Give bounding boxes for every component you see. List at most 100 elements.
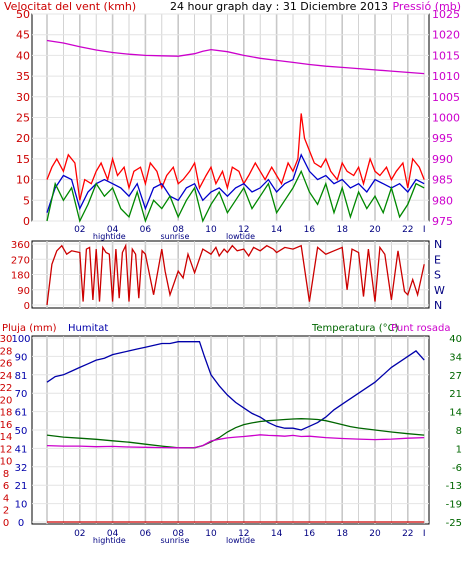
humidity-x-tick: 08 [172,529,184,539]
humidity-x-marker: sunrise [160,536,189,545]
wind-x-tick: 14 [271,225,283,235]
temperature-y-tick: -25 [446,518,462,529]
temperature-y-tick: 8 [456,426,462,437]
humidity-axis-label: Humitat [68,323,108,334]
rain-axis-label: Pluja (mm) [2,323,57,334]
rain-y-tick: 30 [0,334,12,345]
wind-y-tick: 45 [16,29,30,42]
pressure-y-tick: 1010 [432,70,460,83]
humidity-x-markers: hightide sunrise lowtide [93,536,255,545]
humidity-series-temperature [46,418,425,449]
rain-y-tick: 0 [3,518,9,529]
wind-x-tick: 10 [205,225,217,235]
humidity-y-tick: 70 [15,389,28,400]
humidity-grid [32,336,429,524]
humidity-y-tick: 10 [15,500,28,511]
wind-y-tick: 5 [23,194,30,207]
compass-tick: W [434,284,445,297]
humidity-y-tick: 50 [15,426,28,437]
temperature-y-tick: 14 [449,408,462,419]
wind-grid [32,13,429,222]
temperature-y-tick: 1 [456,444,462,455]
pressure-y-tick: 1005 [432,91,460,104]
humidity-x-tick: 02 [74,529,85,539]
direction-y-tick: 0 [24,301,30,312]
rain-y-tick: 2 [3,506,9,517]
humidity-x-tick: 18 [336,529,348,539]
humidity-x-tick: I [423,529,426,539]
temperature-y-tick: -6 [452,463,462,474]
wind-y-tick: 15 [16,153,30,166]
humidity-y-tick: 41 [15,444,28,455]
pressure-y-ticks: 975 980 985 990 995 1000 1005 1010 1015 1020 1025 [432,8,460,228]
wind-y-tick: 25 [16,112,30,125]
rain-y-tick: 28 [0,346,12,357]
humidity-x-tick: 10 [205,529,217,539]
humidity-y-tick: 21 [15,481,28,492]
direction-y-tick: 270 [11,255,30,266]
chart-title: 24 hour graph day : 31 Diciembre 2013 [170,0,388,13]
pressure-y-tick: 1015 [432,49,460,62]
humidity-x-marker: hightide [93,536,126,545]
pressure-y-tick: 980 [432,194,453,207]
compass-tick: N [434,299,442,312]
wind-y-tick: 40 [16,49,30,62]
wind-series [46,39,425,224]
compass-tick: E [434,253,441,266]
pressure-y-tick: 990 [432,153,453,166]
rain-y-tick: 14 [0,432,12,443]
humidity-x-ticks: 02 04 06 08 10 12 14 16 18 20 22 I [74,529,425,539]
wind-x-markers: hightide sunrise lowtide [93,232,255,241]
rain-y-tick: 24 [0,371,12,382]
humidity-x-tick: 04 [107,529,119,539]
wind-y-tick: 30 [16,91,30,104]
wind-y-tick: 20 [16,132,30,145]
direction-y-tick: 360 [11,240,30,251]
rain-y-tick: 12 [0,444,12,455]
wind-x-tick: 06 [140,225,152,235]
dewpoint-axis-label: Punt rosada [391,323,450,334]
humidity-y-tick: 32 [15,463,28,474]
direction-y-ticks: 0 90 180 270 360 [11,240,30,312]
pressure-axis-label: Pressió (mb) [392,0,461,13]
rain-y-tick: 22 [0,383,12,394]
humidity-series-dewpoint [46,434,425,449]
humidity-series [46,341,425,523]
wind-x-ticks: 02 04 06 08 10 12 14 16 18 20 22 I [74,225,425,235]
humidity-x-tick: 22 [402,529,413,539]
rain-y-tick: 18 [0,408,12,419]
temperature-y-tick: 34 [449,352,462,363]
rain-y-tick: 4 [3,493,9,504]
pressure-y-tick: 995 [432,132,453,145]
temperature-y-tick: 21 [449,389,462,400]
humidity-x-tick: 16 [304,529,316,539]
wind-x-tick: 22 [402,225,413,235]
pressure-y-tick: 985 [432,174,453,187]
temperature-y-tick: 40 [449,334,462,345]
rain-y-tick: 20 [0,395,12,406]
compass-tick: S [434,269,441,282]
wind-x-tick: 02 [74,225,85,235]
humidity-y-tick: 90 [15,352,28,363]
rain-y-tick: 6 [3,481,9,492]
wind-y-tick: 0 [23,215,30,228]
temperature-y-tick: 27 [449,371,462,382]
wind-x-tick: 20 [369,225,381,235]
direction-series-direction [46,243,425,306]
humidity-y-ticks: 0 10 21 32 41 50 61 70 81 90 100 [11,334,30,529]
wind-y-tick: 50 [16,8,30,21]
wind-x-tick: 08 [172,225,184,235]
humidity-x-tick: 06 [140,529,152,539]
wind-y-tick: 10 [16,174,30,187]
temperature-y-tick: -19 [446,500,462,511]
direction-y-tick: 180 [11,271,30,282]
pressure-y-tick: 1020 [432,29,460,42]
wind-series-pressure [46,39,425,75]
direction-series [46,243,425,306]
humidity-y-tick: 0 [18,518,24,529]
